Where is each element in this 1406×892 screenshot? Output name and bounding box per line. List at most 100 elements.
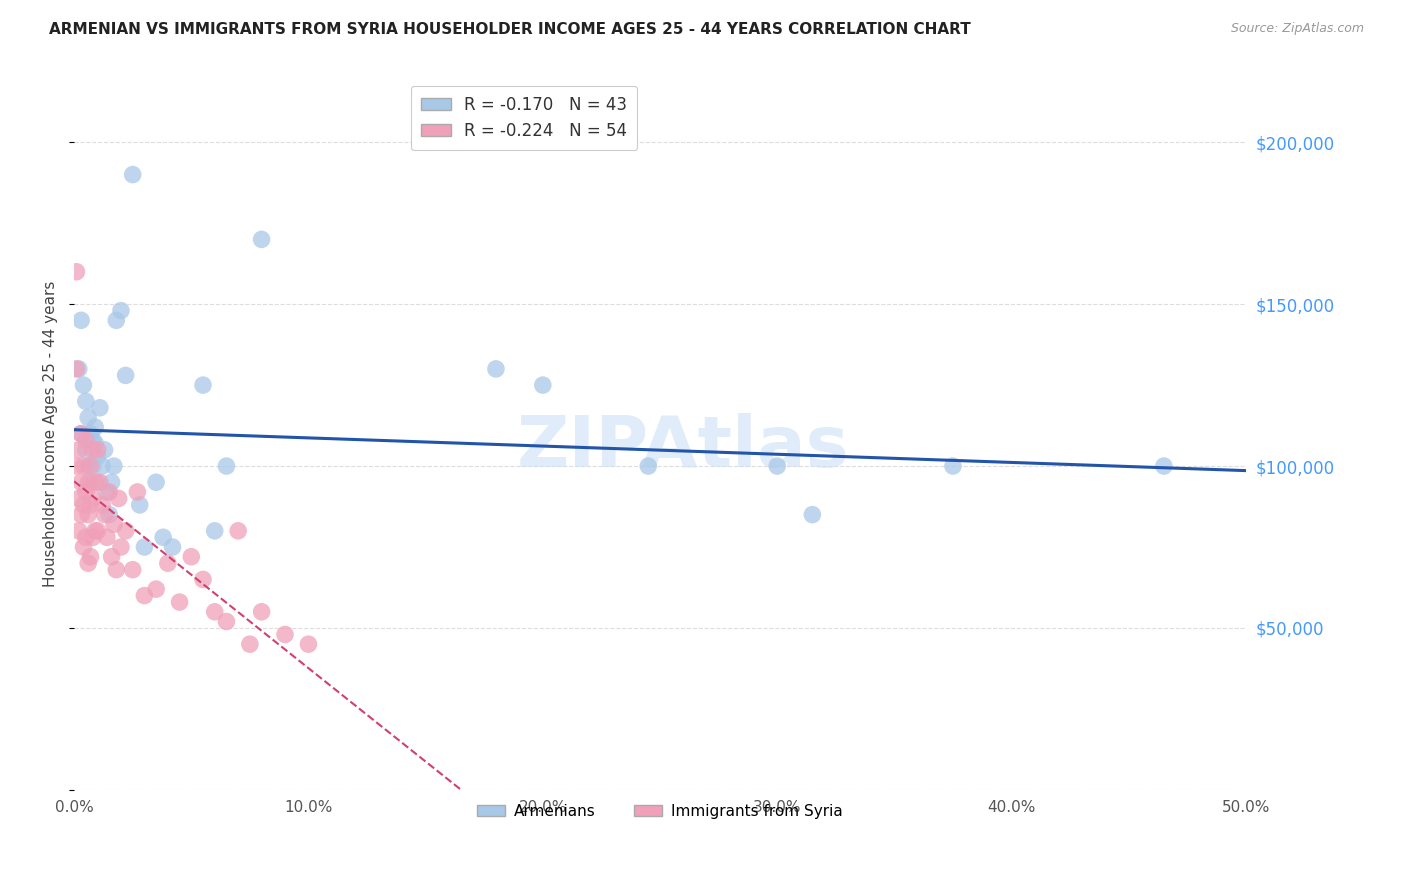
Point (96, 530, 118, 544)
Point (100, 475, 122, 490)
Point (89, 475, 111, 490)
Point (297, 637, 319, 651)
Point (531, 378, 554, 392)
Point (89, 401, 111, 415)
Point (75, 394, 97, 409)
Point (1153, 458, 1175, 473)
Point (100, 549, 122, 564)
Point (98, 508, 121, 522)
Point (215, 615, 238, 629)
Point (110, 303, 132, 318)
Point (127, 485, 149, 500)
Point (121, 563, 143, 577)
Point (72, 498, 94, 512)
Point (114, 524, 136, 538)
Point (70, 475, 93, 490)
Point (250, 605, 273, 619)
Point (485, 362, 508, 376)
Point (637, 458, 659, 473)
Point (103, 517, 125, 532)
Point (82, 433, 104, 447)
Point (84, 524, 107, 538)
Point (67, 442, 90, 457)
Point (70, 426, 93, 441)
Point (250, 232, 273, 246)
Point (79, 475, 101, 490)
Point (77, 508, 100, 522)
Point (105, 563, 128, 577)
Point (134, 540, 156, 554)
Point (86, 475, 108, 490)
Point (77, 556, 100, 570)
Point (110, 540, 132, 554)
Point (67, 524, 90, 538)
Text: ARMENIAN VS IMMIGRANTS FROM SYRIA HOUSEHOLDER INCOME AGES 25 - 44 YEARS CORRELAT: ARMENIAN VS IMMIGRANTS FROM SYRIA HOUSEH… (49, 22, 972, 37)
Point (91, 458, 114, 473)
Point (84, 475, 107, 490)
Point (72, 540, 94, 554)
Point (107, 491, 129, 506)
Point (79, 426, 101, 441)
Point (77, 475, 100, 490)
Point (77, 458, 100, 473)
Point (65, 458, 87, 473)
Text: Source: ZipAtlas.com: Source: ZipAtlas.com (1230, 22, 1364, 36)
Point (145, 475, 167, 490)
Point (239, 637, 262, 651)
Point (82, 442, 104, 457)
Point (75, 442, 97, 457)
Point (766, 458, 789, 473)
Point (180, 549, 202, 564)
Point (121, 168, 143, 182)
Point (67, 491, 90, 506)
Point (75, 433, 97, 447)
Point (75, 485, 97, 500)
Point (72, 458, 94, 473)
Point (91, 498, 114, 512)
Point (65, 265, 87, 279)
Point (156, 556, 179, 570)
Point (86, 524, 108, 538)
Point (86, 450, 108, 464)
Point (65, 362, 87, 376)
Point (79, 498, 101, 512)
Point (70, 313, 93, 327)
Legend: Armenians, Immigrants from Syria: Armenians, Immigrants from Syria (471, 797, 849, 825)
Point (96, 485, 118, 500)
Point (70, 426, 93, 441)
Point (162, 540, 184, 554)
Point (128, 498, 150, 512)
Point (204, 605, 226, 619)
Text: ZIPAtlas: ZIPAtlas (517, 413, 849, 483)
Point (82, 530, 104, 544)
Point (134, 589, 156, 603)
Point (72, 378, 94, 392)
Point (942, 458, 965, 473)
Point (82, 491, 104, 506)
Point (191, 378, 214, 392)
Point (191, 573, 214, 587)
Point (82, 458, 104, 473)
Point (145, 582, 167, 596)
Point (84, 420, 107, 434)
Point (98, 485, 121, 500)
Point (79, 458, 101, 473)
Point (274, 627, 297, 641)
Point (226, 524, 249, 538)
Point (169, 595, 191, 609)
Point (105, 313, 128, 327)
Point (70, 508, 93, 522)
Point (801, 508, 824, 522)
Point (103, 458, 125, 473)
Point (152, 530, 174, 544)
Point (114, 368, 136, 383)
Point (93, 508, 115, 522)
Y-axis label: Householder Income Ages 25 - 44 years: Householder Income Ages 25 - 44 years (44, 280, 58, 587)
Point (86, 442, 108, 457)
Point (84, 436, 107, 450)
Point (75, 530, 97, 544)
Point (79, 549, 101, 564)
Point (77, 410, 100, 425)
Point (93, 442, 115, 457)
Point (215, 458, 238, 473)
